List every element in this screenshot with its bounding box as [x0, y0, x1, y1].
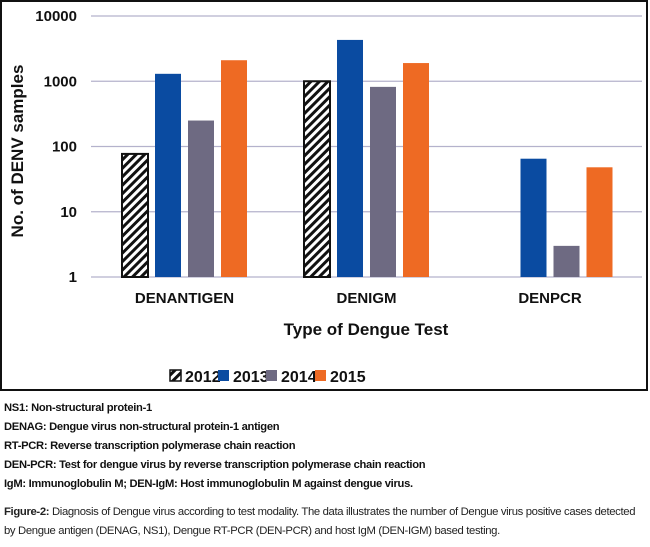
- bar-denantigen-2014: [188, 120, 214, 277]
- note-line: IgM: Immunoglobulin M; DEN-IgM: Host imm…: [4, 478, 413, 490]
- y-tick-label: 10: [60, 204, 77, 221]
- legend-label: 2012: [185, 369, 221, 386]
- category-label: DENANTIGEN: [135, 290, 234, 307]
- y-tick-label: 1: [69, 269, 77, 286]
- bar-denpcr-2014: [553, 245, 580, 277]
- bar-denigm-2012: [303, 80, 331, 278]
- bar-chart: 1 10 100 1000 10000 DENANTIGEN DENIGM DENPCR N…: [8, 8, 642, 386]
- legend-swatch-2012: [169, 369, 182, 382]
- note-line: DEN-PCR: Test for dengue virus by revers…: [4, 459, 426, 471]
- bar-denpcr-2013: [520, 158, 547, 277]
- abbreviation-notes: NS1: Non-structural protein-1 DENAG: Den…: [4, 399, 646, 494]
- note-line: NS1: Non-structural protein-1: [4, 402, 152, 414]
- bar-denigm-2013: [337, 39, 363, 277]
- legend: 2012 2013 2014 2015: [169, 369, 366, 386]
- bar-denigm-2014: [370, 86, 396, 277]
- x-axis-title: Type of Dengue Test: [284, 320, 449, 339]
- y-tick-label: 100: [52, 139, 77, 156]
- category-label: DENIGM: [337, 290, 397, 307]
- note-line: RT-PCR: Reverse transcription polymerase…: [4, 440, 296, 452]
- bar-denigm-2015: [403, 63, 429, 278]
- y-axis-title: No. of DENV samples: [8, 65, 27, 238]
- figure-label: Figure-2:: [4, 506, 50, 518]
- legend-swatch-2014: [266, 370, 277, 381]
- legend-label: 2013: [233, 369, 269, 386]
- category-label: DENPCR: [518, 290, 582, 307]
- y-tick-label: 1000: [44, 73, 77, 90]
- legend-label: 2014: [281, 369, 317, 386]
- y-tick-label: 10000: [35, 8, 77, 25]
- figure-caption: Figure-2: Diagnosis of Dengue virus acco…: [4, 503, 648, 541]
- bar-denantigen-2013: [155, 73, 181, 278]
- legend-swatch-2013: [218, 370, 229, 381]
- bars: [121, 39, 613, 278]
- bar-denantigen-2012: [121, 152, 149, 278]
- caption-text: Diagnosis of Dengue virus according to t…: [4, 506, 636, 537]
- category-labels: DENANTIGEN DENIGM DENPCR: [135, 290, 582, 307]
- gridlines: [91, 15, 642, 278]
- note-line: DENAG: Dengue virus non-structural prote…: [4, 421, 280, 433]
- y-tick-labels: 1 10 100 1000 10000: [35, 8, 77, 286]
- legend-label: 2015: [330, 369, 366, 386]
- bar-denantigen-2015: [221, 60, 247, 277]
- legend-swatch-2015: [315, 370, 326, 381]
- bar-denpcr-2015: [586, 167, 613, 277]
